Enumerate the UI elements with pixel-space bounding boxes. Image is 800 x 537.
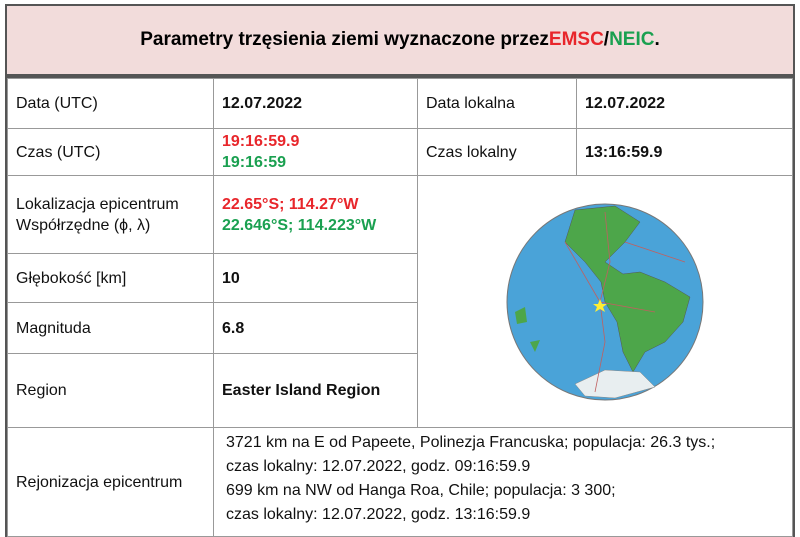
text: czas lokalny: 12.07.2022, godz. 13:16:59… <box>226 506 531 523</box>
value: 12.07.2022 <box>213 78 418 129</box>
title-dot: . <box>654 29 660 50</box>
label: Data lokalna <box>417 78 577 129</box>
map-cell <box>417 175 793 428</box>
label: Magnituda <box>7 302 214 354</box>
islands <box>515 306 540 352</box>
neic-value: 22.646°S; 114.223°W <box>222 216 377 234</box>
table-frame <box>5 76 795 537</box>
text: Easter Island Region <box>222 382 381 399</box>
americas <box>564 205 691 373</box>
text: Region <box>16 382 67 399</box>
text: Współrzędne (ϕ, λ) <box>16 216 151 234</box>
text: Lokalizacja epicentrum <box>16 195 179 213</box>
text: 3721 km na E od Papeete, Polinezja Franc… <box>226 434 716 451</box>
emsc-value: 19:16:59.9 <box>222 133 300 150</box>
emsc-value: 22.65°S; 114.27°W <box>222 195 359 213</box>
title-neic: NEIC <box>609 29 655 50</box>
neic-value: 19:16:59 <box>222 154 287 171</box>
text: Magnituda <box>16 319 91 337</box>
text: 12.07.2022 <box>585 95 666 112</box>
label: Lokalizacja epicentrum Współrzędne (ϕ, λ) <box>7 175 214 254</box>
text: Czas lokalny <box>426 143 517 161</box>
value: 13:16:59.9 <box>576 128 793 176</box>
label: Głębokość [km] <box>7 253 214 303</box>
text: Data lokalna <box>426 95 515 112</box>
text: 6.8 <box>222 319 245 337</box>
value: 10 <box>213 253 418 303</box>
value: Easter Island Region <box>213 353 418 428</box>
title-emsc: EMSC <box>548 29 604 50</box>
label: Rejonizacja epicentrum <box>7 427 214 537</box>
label: Czas lokalny <box>417 128 577 176</box>
text: 10 <box>222 269 240 287</box>
text: Data (UTC) <box>16 95 98 112</box>
text: Głębokość [km] <box>16 269 127 287</box>
label: Data (UTC) <box>7 78 214 129</box>
value: 12.07.2022 <box>576 78 793 129</box>
epicenter-star <box>593 298 607 312</box>
title: Parametry trzęsienia ziemi wyznaczone pr… <box>140 29 549 50</box>
globe <box>506 203 704 400</box>
text: 699 km na NW od Hanga Roa, Chile; popula… <box>226 482 616 499</box>
value: 3721 km na E od Papeete, Polinezja Franc… <box>213 427 793 537</box>
value: 22.65°S; 114.27°W 22.646°S; 114.223°W <box>213 175 418 254</box>
value: 19:16:59.9 19:16:59 <box>213 128 418 176</box>
label: Czas (UTC) <box>7 128 214 176</box>
text: Rejonizacja epicentrum <box>16 473 183 491</box>
label: Region <box>7 353 214 428</box>
text: 13:16:59.9 <box>585 143 663 161</box>
text: Czas (UTC) <box>16 143 101 161</box>
text: czas lokalny: 12.07.2022, godz. 09:16:59… <box>226 458 531 475</box>
header: Parametry trzęsienia ziemi wyznaczone pr… <box>5 4 795 76</box>
title-slash: / <box>603 29 610 50</box>
text: 12.07.2022 <box>222 95 303 112</box>
value: 6.8 <box>213 302 418 354</box>
